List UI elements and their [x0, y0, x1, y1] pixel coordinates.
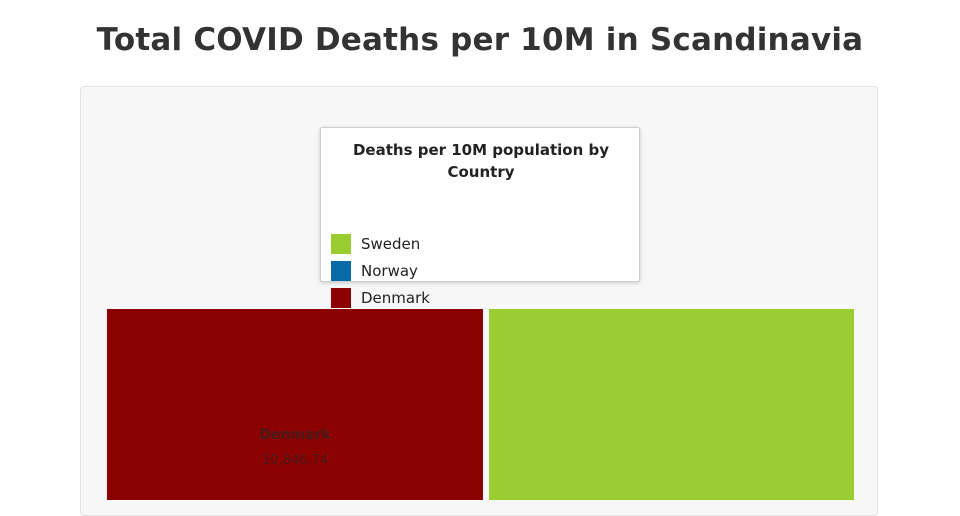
treemap-plot: Denmark 10,846.74: [107, 309, 854, 500]
chart-title: Total COVID Deaths per 10M in Scandinavi…: [96, 22, 864, 58]
legend-item-denmark[interactable]: Denmark: [331, 288, 621, 308]
legend: Deaths per 10M population by Country Swe…: [320, 127, 640, 308]
legend-label-denmark: Denmark: [361, 289, 430, 307]
treemap-tile-value-denmark: 10,846.74: [262, 453, 328, 468]
legend-title: Deaths per 10M population by Country: [352, 141, 610, 181]
legend-swatch-sweden: [331, 234, 351, 254]
legend-label-norway: Norway: [361, 262, 418, 280]
legend-swatch-norway: [331, 261, 351, 281]
treemap-tile-denmark[interactable]: [107, 309, 483, 500]
legend-swatch-denmark: [331, 288, 351, 308]
legend-item-norway[interactable]: Norway: [331, 261, 621, 281]
legend-item-sweden[interactable]: Sweden: [331, 234, 621, 254]
legend-label-sweden: Sweden: [361, 235, 421, 253]
treemap-tile-label-denmark: Denmark: [259, 427, 331, 443]
treemap-tile-sweden[interactable]: [489, 309, 854, 500]
